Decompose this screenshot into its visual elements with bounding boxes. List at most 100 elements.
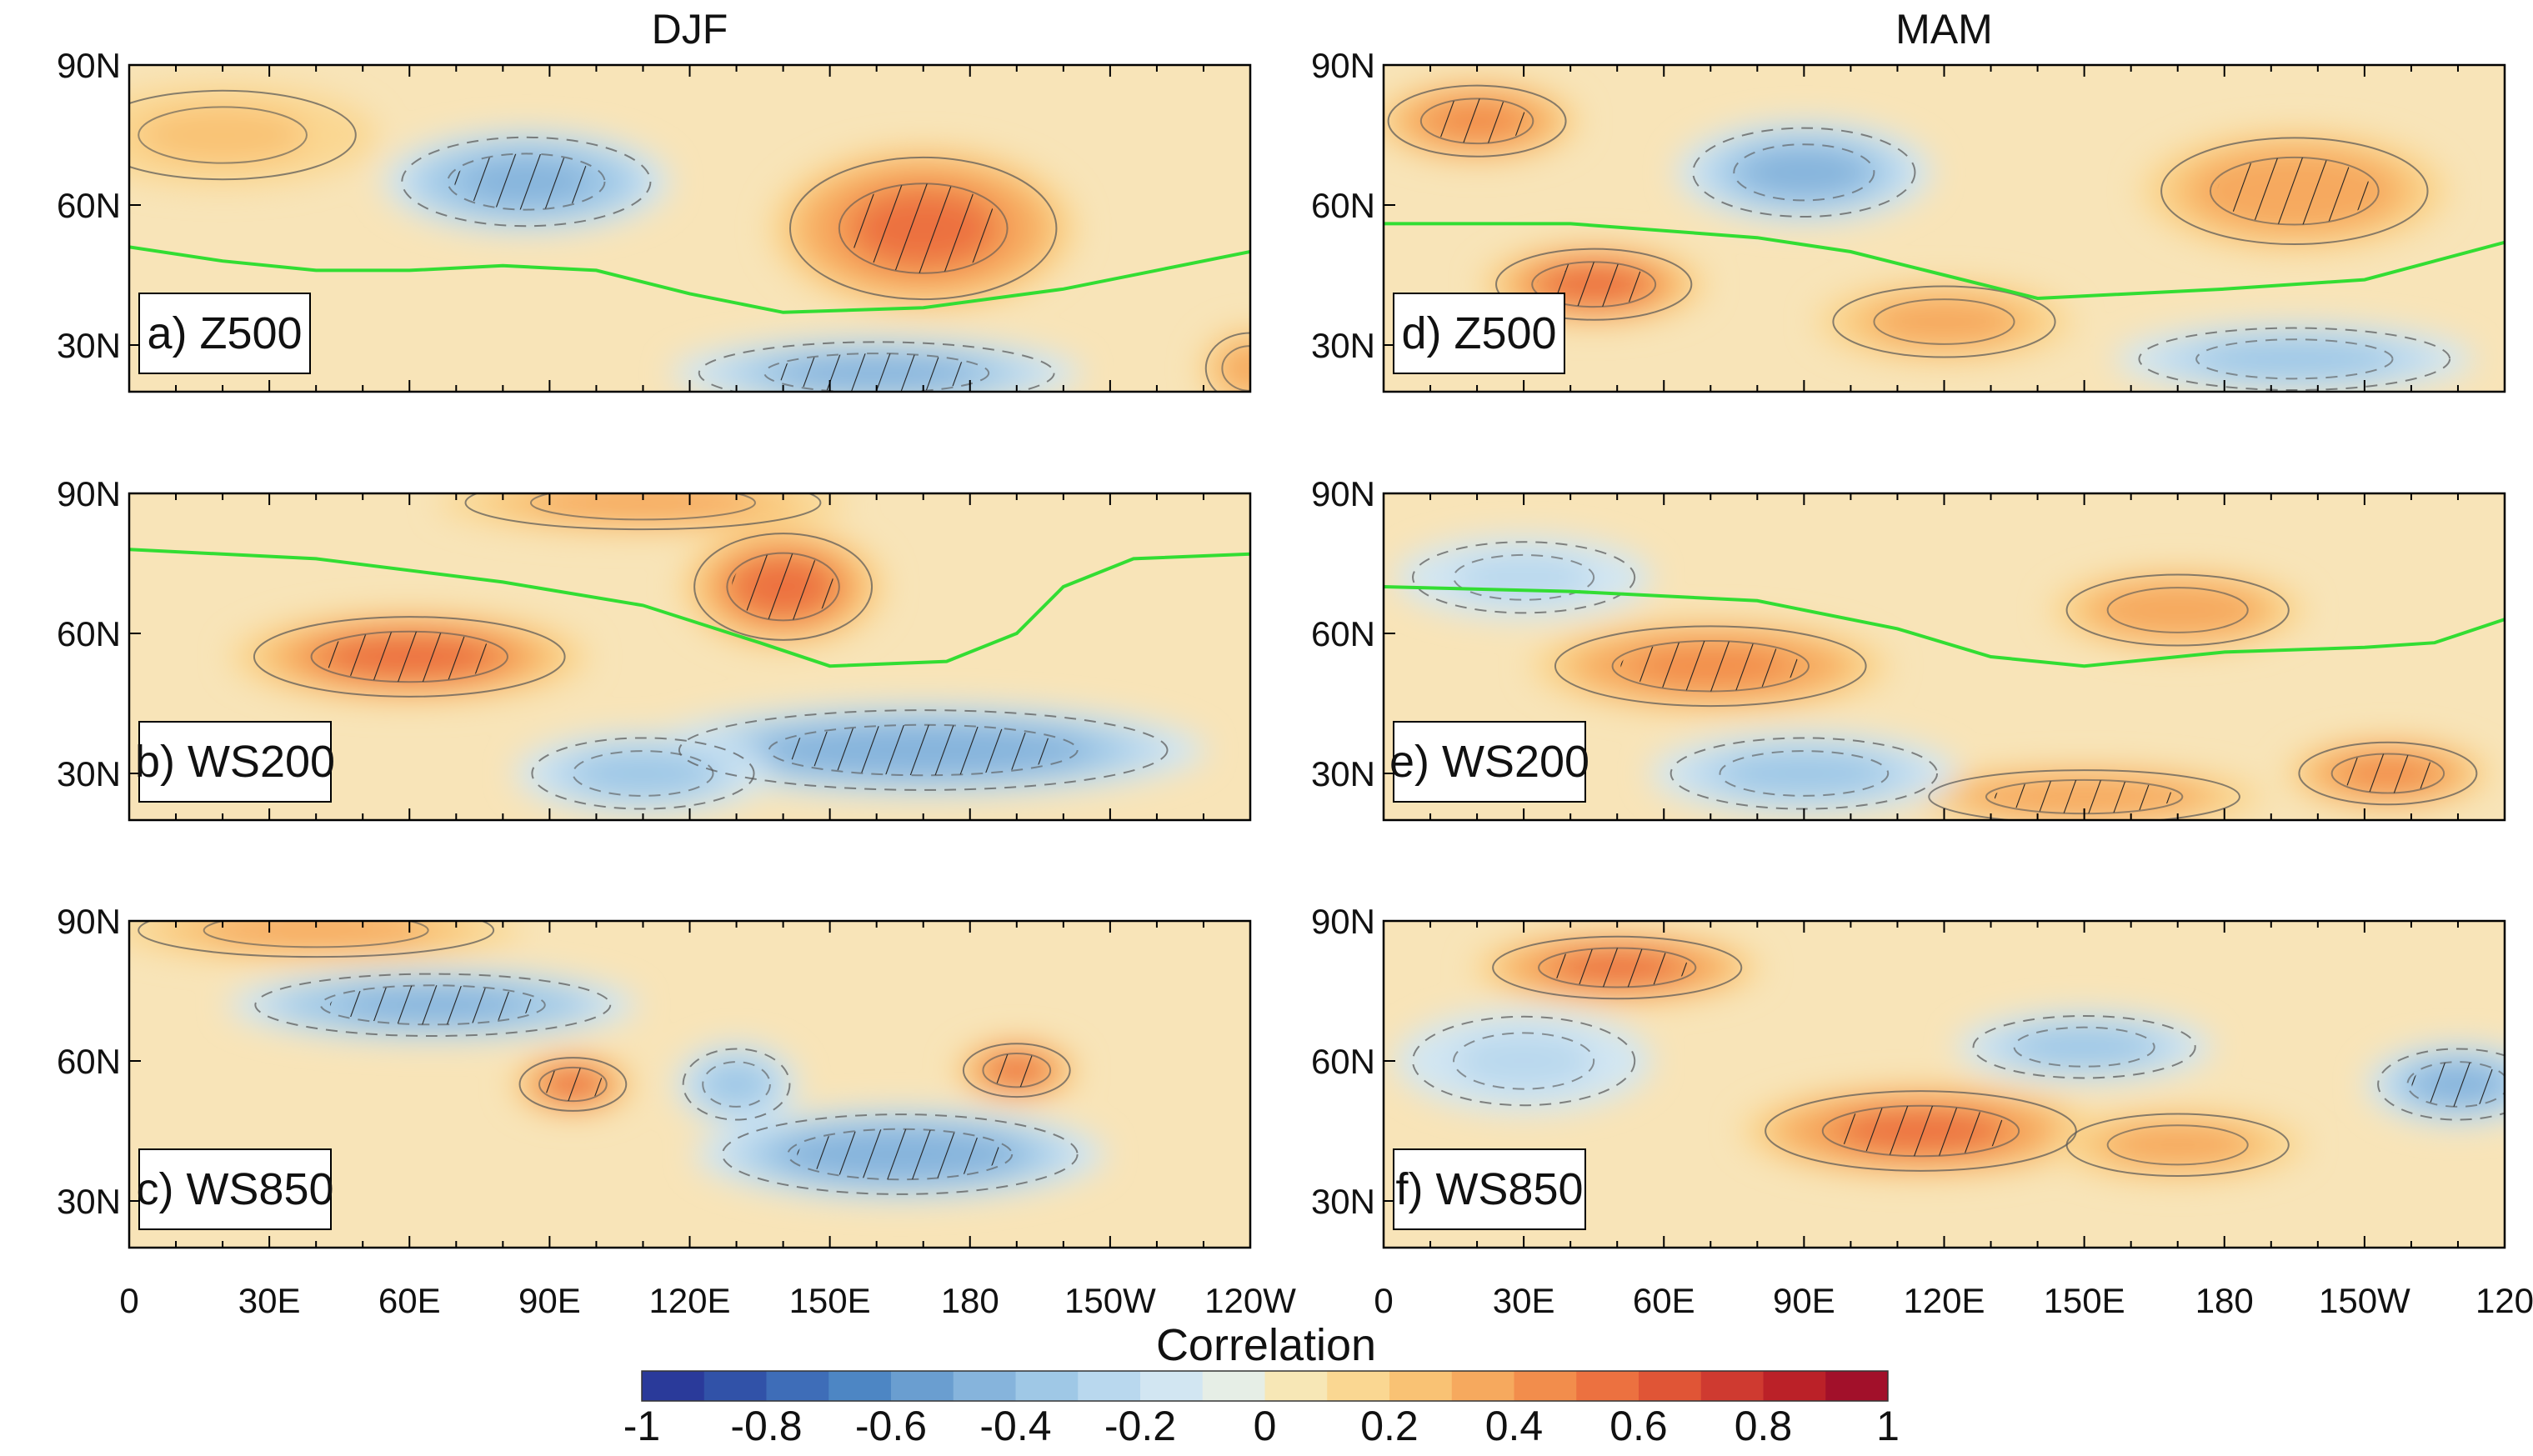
anomaly-contour — [1454, 1033, 1594, 1089]
contour-line — [726, 552, 840, 622]
contour-line — [531, 737, 755, 810]
map-panel-a: 90N 60N 30N a) Z500 — [57, 46, 1252, 393]
panel-label: b) WS200 — [135, 737, 335, 787]
colorbar-swatch — [828, 1371, 892, 1401]
lat-tick-label: 30N — [57, 754, 121, 793]
significance-hatch — [542, 1067, 604, 1102]
anomaly-contour — [1874, 299, 2015, 344]
contour-line — [2065, 1113, 2290, 1178]
lon-tick-label: 90E — [1773, 1281, 1835, 1320]
anomaly-contour — [1720, 751, 1889, 796]
colorbar-tick-label: -0.2 — [1104, 1403, 1176, 1449]
contour-line — [2377, 1048, 2505, 1121]
contour-line — [2106, 587, 2249, 633]
contour-line — [682, 1048, 791, 1121]
contour-line — [1733, 143, 1875, 202]
contour-line — [464, 493, 822, 531]
lon-tick-label: 120 — [2475, 1281, 2533, 1320]
contour-line — [129, 89, 357, 181]
contour-line — [1495, 248, 1693, 321]
map-panel-c: 90N 60N 30N c) WS850 — [57, 902, 1252, 1249]
contour-line — [1928, 769, 2240, 820]
colorbar-tick-label: 1 — [1876, 1403, 1900, 1449]
panel-label: c) WS850 — [136, 1164, 333, 1214]
lon-tick-label: 120E — [648, 1281, 730, 1320]
contour-line — [2065, 573, 2290, 647]
anomaly-contour — [2196, 339, 2393, 379]
panel-label-box — [138, 293, 311, 374]
contour-line — [203, 921, 429, 948]
contour-line — [2013, 1026, 2155, 1068]
contour-line — [2106, 1124, 2249, 1166]
lat-tick-label: 60N — [1311, 614, 1375, 653]
contour-line — [788, 156, 1058, 301]
panel-label: f) WS850 — [1395, 1164, 1583, 1214]
contour-line — [1538, 947, 1697, 988]
lon-tick-label: 150E — [789, 1281, 871, 1320]
significance-hatch — [797, 1128, 1003, 1180]
anomaly-contour — [138, 107, 307, 163]
colorbar-swatch — [642, 1371, 705, 1401]
contour-line — [721, 1113, 1079, 1195]
colorbar-swatch — [1389, 1371, 1453, 1401]
map-panel-b: 90N 60N 30N b) WS200 — [57, 474, 1252, 822]
anomaly-contour — [2014, 1027, 2155, 1067]
lat-tick-label: 90N — [57, 474, 121, 513]
contour-line — [768, 723, 1079, 777]
jet-axis-line — [129, 245, 1250, 314]
colorbar-tick-label: -1 — [623, 1403, 660, 1449]
contour-line — [2160, 137, 2429, 246]
contour-line — [1765, 1090, 2077, 1172]
significance-hatch — [2411, 1062, 2505, 1107]
lat-tick-label: 30N — [57, 1182, 121, 1221]
lon-tick-label: 30E — [238, 1281, 301, 1320]
contour-line — [1972, 1014, 2196, 1079]
contour-line — [702, 1061, 771, 1108]
significance-hatch — [1994, 779, 2175, 814]
colorbar: Correlation -1 -0.8 -0.6 -0.4 -0.2 0 0.2 0.4 0.6… — [623, 1320, 1900, 1449]
contour-line — [1453, 1032, 1595, 1090]
panel-label-box — [1393, 721, 1586, 803]
significance-hatch — [1537, 262, 1650, 308]
anomaly-contour — [1741, 147, 1867, 198]
panel-label-box — [138, 1148, 332, 1230]
contour-line — [2138, 327, 2451, 392]
lon-tick-label: 180 — [941, 1281, 999, 1320]
panel-label-box — [1393, 293, 1565, 374]
lat-tick-label: 90N — [57, 902, 121, 941]
lon-tick-label: 150W — [2319, 1281, 2410, 1320]
anomaly-contour — [703, 1062, 770, 1107]
contour-line — [1531, 261, 1657, 308]
colorbar-swatch — [1825, 1371, 1889, 1401]
lon-tick-label: 0 — [119, 1281, 138, 1320]
lon-tick-label: 0 — [1374, 1281, 1393, 1320]
panel-label-box — [1393, 1148, 1586, 1230]
significance-hatch — [773, 353, 979, 392]
colorbar-swatch — [766, 1371, 829, 1401]
contour-line — [319, 984, 546, 1026]
lon-tick-label: 60E — [378, 1281, 441, 1320]
significance-hatch — [1425, 98, 1529, 144]
significance-hatch — [319, 631, 500, 683]
lat-tick-label: 60N — [57, 186, 121, 225]
lon-tick-label: 180 — [2195, 1281, 2254, 1320]
colorbar-swatch — [1327, 1371, 1390, 1401]
colorbar-tick-label: 0.4 — [1485, 1403, 1544, 1449]
colorbar-title: Correlation — [1156, 1320, 1376, 1370]
contour-line — [1554, 625, 1867, 708]
contour-line — [1221, 345, 1250, 392]
column-title-mam: MAM — [1895, 6, 1993, 53]
colorbar-tick-label: -0.8 — [730, 1403, 802, 1449]
panel-label: d) Z500 — [1401, 308, 1556, 358]
contour-line — [1492, 935, 1743, 1000]
panel-label: e) WS200 — [1389, 737, 1589, 787]
contour-line — [678, 709, 1169, 791]
jet-axis-line — [1384, 585, 2505, 668]
significance-hatch — [2336, 753, 2440, 793]
contour-line — [138, 921, 495, 958]
significance-hatch — [782, 724, 1065, 776]
colorbar-swatch — [1202, 1371, 1265, 1401]
lon-tick-label: 60E — [1633, 1281, 1695, 1320]
lat-tick-label: 30N — [1311, 754, 1375, 793]
